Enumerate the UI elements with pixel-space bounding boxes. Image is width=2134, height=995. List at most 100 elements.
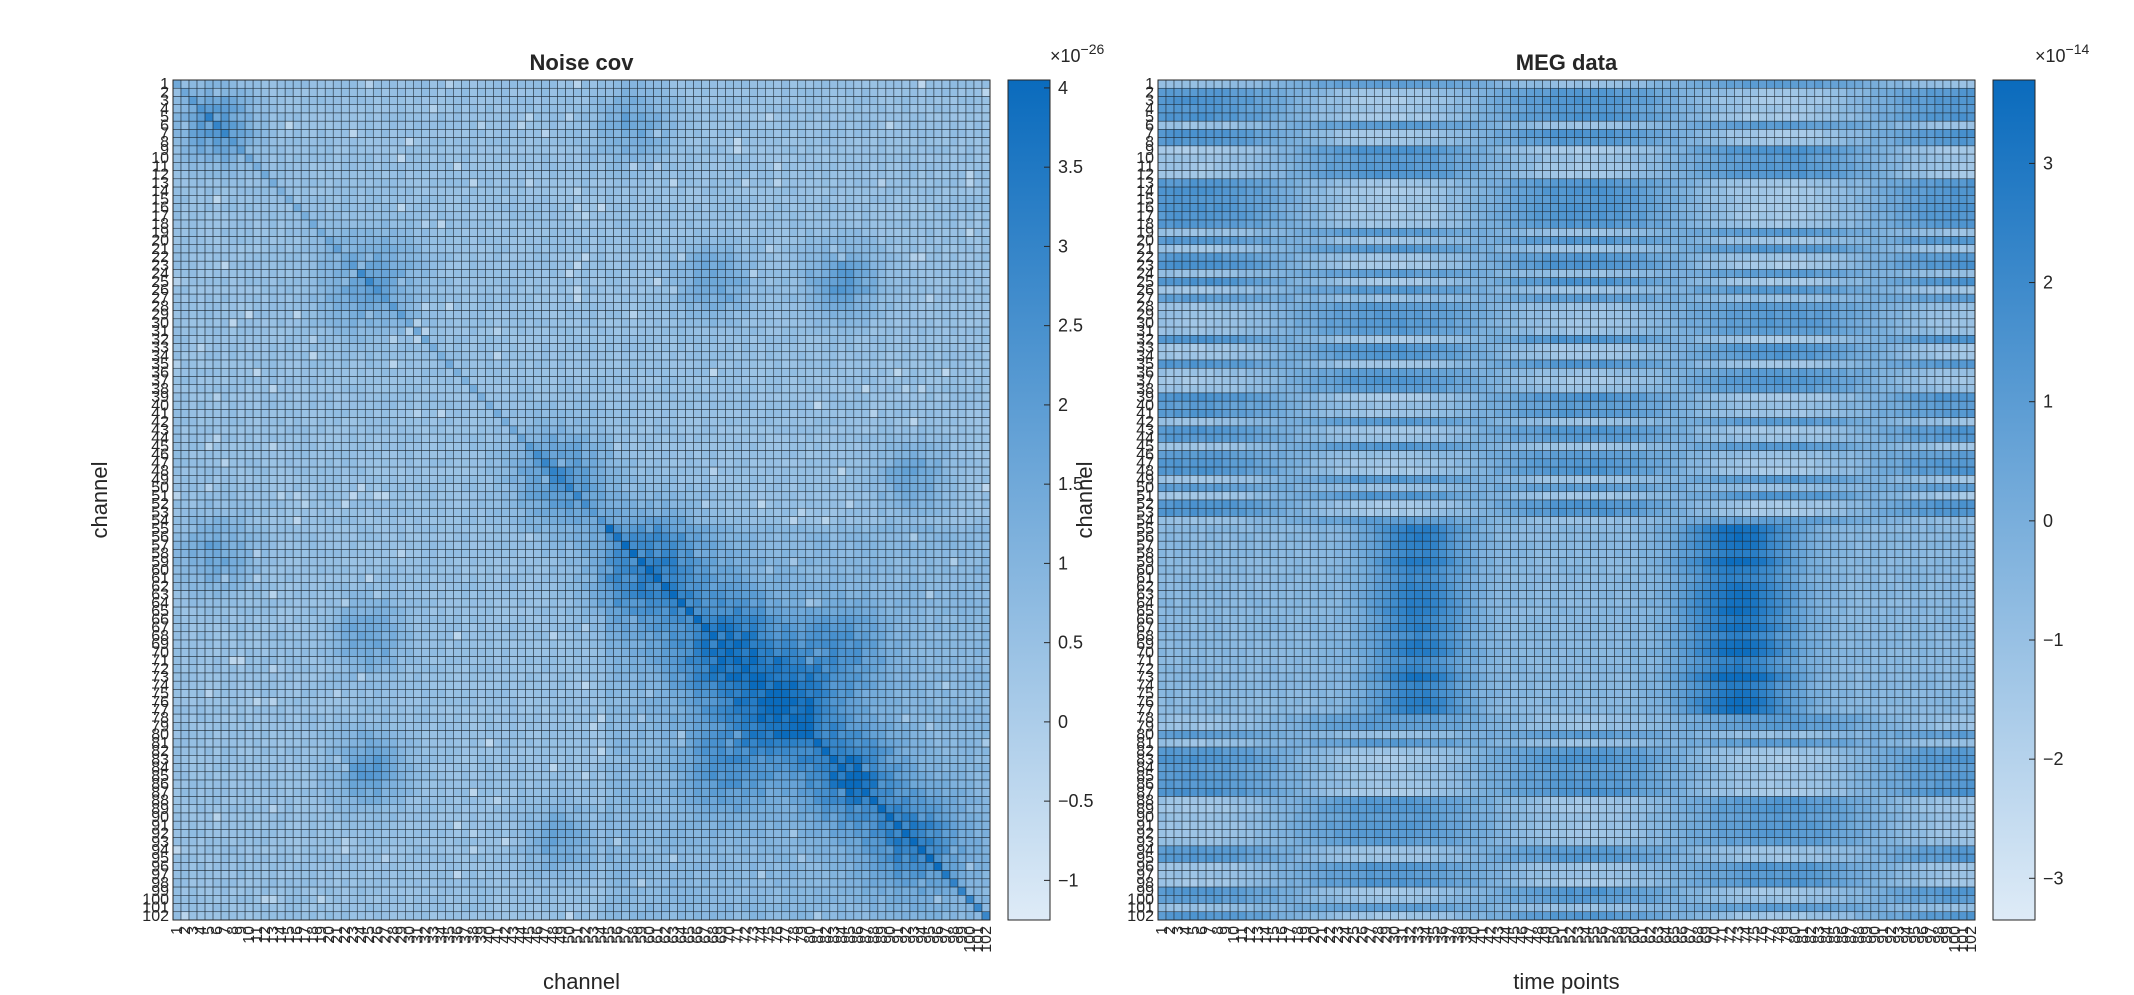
- heatmap-cell: [893, 277, 903, 287]
- heatmap-cell: [300, 302, 310, 311]
- heatmap-cell: [348, 178, 358, 188]
- heatmap-cell: [565, 195, 574, 204]
- heatmap-cell: [941, 359, 951, 369]
- heatmap-cell: [429, 450, 438, 460]
- heatmap-cell: [172, 351, 182, 361]
- heatmap-cell: [300, 293, 310, 303]
- heatmap-cell: [541, 277, 550, 287]
- heatmap-cell: [629, 178, 638, 188]
- heatmap-cell: [300, 425, 310, 435]
- heatmap-cell: [405, 351, 414, 361]
- heatmap-cell: [453, 260, 462, 270]
- heatmap-cell: [973, 285, 983, 295]
- heatmap-cell: [204, 186, 214, 196]
- heatmap-cell: [765, 409, 775, 418]
- heatmap-cell: [421, 359, 430, 369]
- heatmap-cell: [196, 87, 206, 97]
- heatmap-cell: [581, 392, 590, 402]
- heatmap-cell: [268, 277, 278, 287]
- heatmap-cell: [877, 252, 887, 262]
- heatmap-cell: [501, 260, 510, 270]
- heatmap-cell: [829, 236, 839, 246]
- heatmap-cell: [893, 392, 903, 402]
- heatmap-cell: [773, 367, 783, 377]
- heatmap-cell: [917, 293, 927, 303]
- heatmap-cell: [725, 400, 735, 410]
- heatmap-cell: [613, 120, 622, 130]
- heatmap-cell: [364, 310, 374, 320]
- heatmap-cell: [324, 376, 334, 386]
- heatmap-cell: [741, 351, 751, 361]
- heatmap-cell: [589, 219, 598, 229]
- heatmap-cell: [693, 120, 702, 130]
- heatmap-cell: [236, 79, 246, 89]
- heatmap-cell: [957, 433, 967, 443]
- heatmap-cell: [861, 203, 871, 213]
- heatmap-cell: [396, 285, 406, 295]
- heatmap-cell: [717, 359, 727, 369]
- heatmap-cell: [661, 195, 670, 204]
- heatmap-cell: [805, 475, 815, 484]
- heatmap-cell: [645, 293, 654, 303]
- heatmap-cell: [485, 285, 494, 295]
- heatmap-cell: [661, 384, 670, 394]
- heatmap-cell: [268, 137, 278, 147]
- heatmap-cell: [429, 359, 438, 369]
- heatmap-cell: [461, 227, 470, 237]
- heatmap-cell: [773, 359, 783, 369]
- heatmap-cell: [437, 475, 446, 484]
- heatmap-cell: [212, 79, 222, 89]
- heatmap-cell: [597, 203, 606, 213]
- heatmap-cell: [324, 120, 334, 130]
- heatmap-cell: [220, 170, 230, 180]
- heatmap-cell: [589, 475, 598, 484]
- heatmap-cell: [396, 178, 406, 188]
- heatmap-cell: [869, 244, 879, 254]
- heatmap-cell: [212, 335, 222, 344]
- heatmap-cell: [605, 137, 614, 147]
- heatmap-cell: [364, 120, 374, 130]
- heatmap-cell: [805, 203, 815, 213]
- heatmap-cell: [933, 145, 943, 155]
- heatmap-cell: [933, 302, 943, 311]
- heatmap-cell: [709, 170, 718, 180]
- heatmap-cell: [220, 335, 230, 344]
- heatmap-cell: [316, 195, 326, 204]
- heatmap-cell: [957, 302, 967, 311]
- heatmap-cell: [445, 244, 454, 254]
- heatmap-cell: [356, 475, 366, 484]
- heatmap-cell: [597, 170, 606, 180]
- heatmap-cell: [364, 269, 374, 278]
- heatmap-cell: [517, 96, 526, 106]
- heatmap-cell: [685, 129, 694, 138]
- heatmap-cell: [957, 203, 967, 213]
- heatmap-cell: [300, 376, 310, 386]
- heatmap-cell: [533, 318, 542, 328]
- heatmap-cell: [677, 442, 686, 451]
- heatmap-cell: [477, 400, 486, 410]
- heatmap-cell: [589, 137, 598, 147]
- heatmap-cell: [252, 384, 262, 394]
- heatmap-cell: [581, 211, 590, 221]
- heatmap-cell: [252, 433, 262, 443]
- heatmap-cell: [557, 285, 566, 295]
- heatmap-cell: [605, 227, 614, 237]
- heatmap-cell: [973, 162, 983, 171]
- heatmap-cell: [340, 285, 350, 295]
- heatmap-cell: [893, 129, 903, 138]
- heatmap-cell: [901, 433, 911, 443]
- heatmap-cell: [637, 170, 646, 180]
- heatmap-cell: [661, 285, 670, 295]
- heatmap-cell: [669, 211, 678, 221]
- heatmap-cell: [292, 236, 302, 246]
- heatmap-cell: [605, 335, 614, 344]
- heatmap-cell: [276, 425, 286, 435]
- heatmap-cell: [661, 318, 670, 328]
- heatmap-cell: [677, 137, 686, 147]
- heatmap-cell: [917, 195, 927, 204]
- heatmap-cell: [268, 351, 278, 361]
- heatmap-cell: [557, 96, 566, 106]
- heatmap-cell: [677, 367, 686, 377]
- heatmap-cell: [621, 252, 630, 262]
- heatmap-cell: [268, 285, 278, 295]
